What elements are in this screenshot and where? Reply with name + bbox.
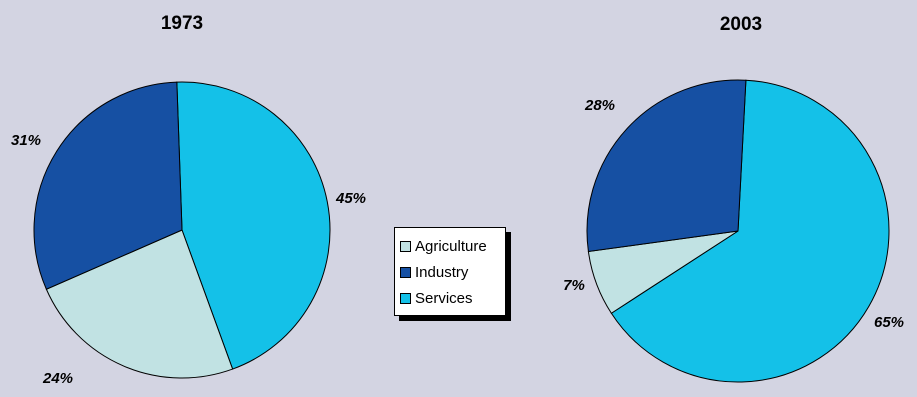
chart-legend: Agriculture Industry Services: [394, 227, 506, 316]
pie-slice-2003-industry: [586, 79, 747, 253]
chart-title-2003: 2003: [720, 14, 762, 35]
data-label-2003-services: 65%: [874, 314, 904, 331]
data-label-2003-agriculture: 7%: [563, 277, 585, 294]
legend-label-industry: Industry: [415, 263, 469, 281]
data-label-2003-industry: 28%: [584, 97, 615, 114]
legend-label-agriculture: Agriculture: [415, 237, 487, 255]
legend-label-services: Services: [415, 289, 473, 307]
pie-chart-2003: 2003 7% 28% 65%: [563, 14, 904, 383]
pie-slice-1973-agriculture: [45, 229, 234, 379]
legend-swatch-services: [400, 292, 411, 304]
chart-title-1973: 1973: [161, 13, 203, 34]
legend-item-services: Services: [400, 285, 505, 311]
legend-item-industry: Industry: [400, 259, 505, 285]
data-label-1973-agriculture: 24%: [42, 370, 73, 387]
pie-chart-1973: 1973 24% 31% 45%: [11, 13, 366, 387]
data-label-1973-services: 45%: [335, 190, 366, 207]
pie-slice-2003-services: [610, 79, 890, 383]
data-label-1973-industry: 31%: [11, 132, 41, 149]
legend-swatch-agriculture: [400, 240, 411, 252]
pie-slice-1973-services: [176, 81, 331, 370]
legend-item-agriculture: Agriculture: [400, 233, 505, 259]
pie-slice-1973-industry: [33, 81, 183, 290]
legend-swatch-industry: [400, 266, 411, 278]
